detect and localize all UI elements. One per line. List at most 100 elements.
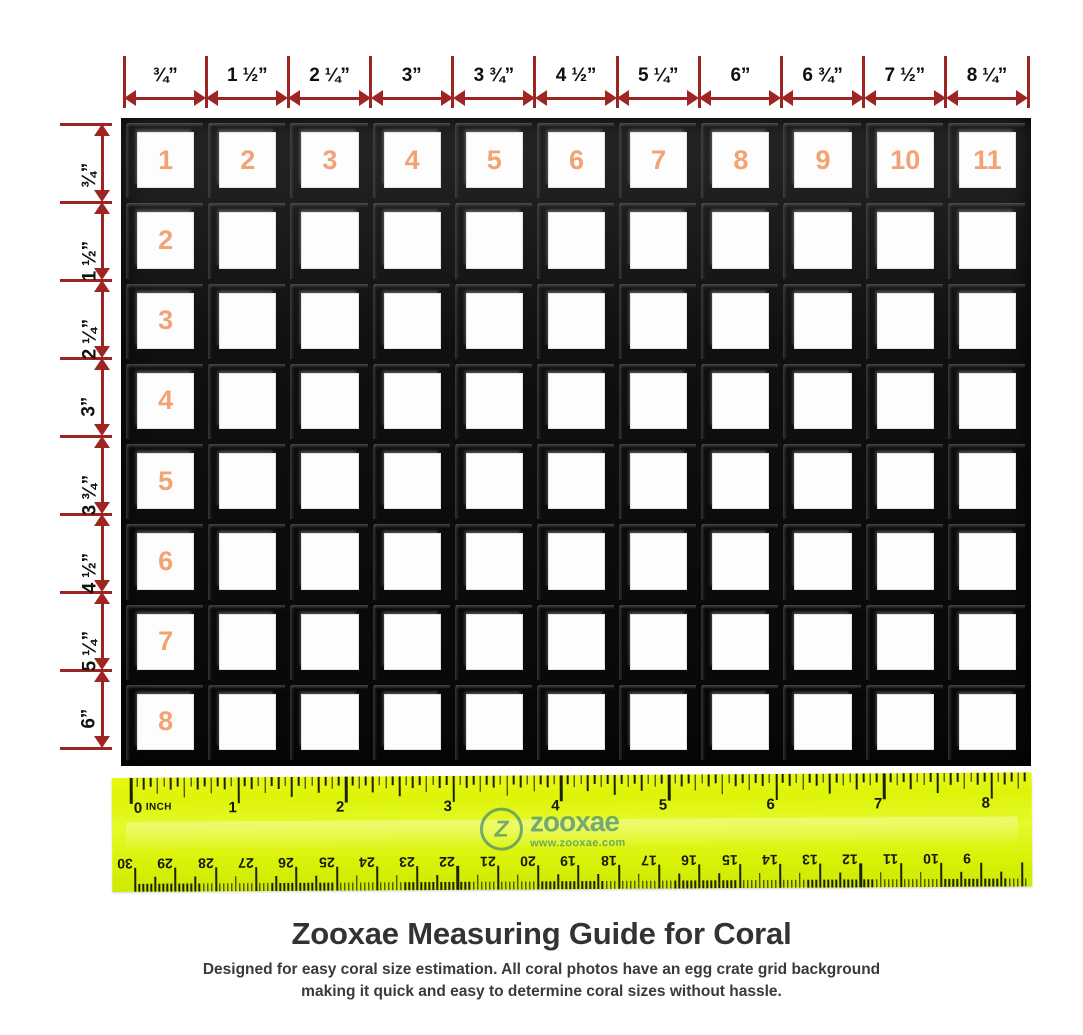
ruler-metric-tick <box>690 880 692 889</box>
ruler-imperial-tick <box>230 777 233 787</box>
measure-bar <box>378 97 445 100</box>
egg-crate-cell-face: 5 <box>137 453 195 510</box>
ruler-imperial-tick <box>761 774 764 787</box>
ruler-metric-tick <box>190 883 193 892</box>
ruler-metric-number: 21 <box>479 853 496 870</box>
ruler-metric-tick <box>577 865 580 890</box>
ruler-imperial-number: 7 <box>873 795 883 813</box>
ruler-imperial-tick <box>943 772 946 782</box>
ruler-imperial-tick <box>270 777 273 787</box>
egg-crate-cell <box>535 282 617 362</box>
top-ruler-label: 2 ¼” <box>309 65 350 86</box>
top-ruler-tick <box>369 56 373 108</box>
egg-crate-cell <box>617 522 699 602</box>
ruler-metric-tick <box>698 864 701 889</box>
ruler-metric-tick <box>182 883 185 892</box>
measure-bar <box>101 522 104 584</box>
ruler-metric-tick <box>835 879 838 888</box>
ruler-metric-tick <box>351 882 354 891</box>
egg-crate-cell-face <box>219 613 277 670</box>
egg-crate-cell <box>617 442 699 522</box>
ruler-metric-tick <box>811 879 813 888</box>
egg-crate-cell <box>864 522 946 602</box>
ruler-imperial-tick <box>627 774 629 787</box>
caption-text: Designed for easy coral size estimation.… <box>0 959 1083 1004</box>
top-ruler-tick <box>286 56 290 108</box>
egg-crate-cell-face <box>383 372 441 429</box>
egg-crate-cell: 5 <box>124 442 206 522</box>
arrow-down-icon <box>94 658 110 670</box>
ruler-metric-tick <box>928 879 930 888</box>
egg-crate-cell-face: 2 <box>219 132 277 189</box>
arrow-down-icon <box>94 346 110 358</box>
top-ruler-tick <box>697 56 701 108</box>
ruler-metric-number: 15 <box>721 852 738 869</box>
ruler-imperial-number: 0 <box>133 799 143 817</box>
egg-crate-cell-face <box>547 613 606 670</box>
egg-crate-cell <box>699 362 781 442</box>
egg-crate-cell-face <box>630 212 688 269</box>
ruler-metric-tick <box>730 880 733 889</box>
ruler-imperial-tick <box>687 774 690 784</box>
egg-crate-cell-face: 3 <box>137 292 195 349</box>
egg-crate-cell-face <box>876 453 934 510</box>
top-ruler-tick <box>615 56 619 108</box>
ruler-imperial-tick <box>486 775 488 785</box>
ruler-metric-tick <box>271 883 273 892</box>
arrow-right-icon <box>358 90 371 106</box>
ruler-imperial-tick <box>519 775 522 788</box>
left-ruler-tick <box>60 746 112 750</box>
egg-crate-cell-face: 10 <box>876 132 934 189</box>
ruler-metric-tick <box>545 881 547 890</box>
ruler-imperial-number: 6 <box>766 795 775 814</box>
grid-index-number: 10 <box>890 144 921 175</box>
ruler-imperial-tick <box>546 775 549 788</box>
egg-crate-cell-face <box>465 453 523 510</box>
egg-crate-cell <box>206 442 288 522</box>
egg-crate-cell <box>946 362 1028 442</box>
ruler-metric-number: 27 <box>238 855 254 872</box>
ruler-imperial-tick <box>358 776 360 789</box>
ruler-imperial-tick <box>331 776 334 789</box>
ruler-imperial-tick <box>223 777 226 790</box>
egg-crate-cell-face <box>958 372 1016 429</box>
ruler-imperial-tick <box>896 773 898 786</box>
ruler-metric-tick <box>617 864 621 889</box>
left-ruler-label: 1 ½” <box>79 241 100 282</box>
ruler-imperial-tick <box>909 773 912 790</box>
ruler-metric-tick <box>642 880 644 889</box>
ruler-imperial-tick <box>640 774 643 791</box>
ruler-imperial-tick <box>452 775 456 802</box>
ruler-metric-number: 13 <box>802 851 818 868</box>
ruler-metric-tick <box>662 880 664 889</box>
egg-crate-cell-face <box>547 693 606 750</box>
measure-bar <box>460 97 527 100</box>
ruler-metric-tick <box>702 880 705 889</box>
ruler-imperial-tick <box>418 776 421 786</box>
ruler-metric-tick <box>964 878 967 887</box>
measure-bar <box>625 97 692 100</box>
ruler-metric-tick <box>787 879 789 888</box>
egg-crate-cell <box>453 442 535 522</box>
ruler-metric-tick <box>694 880 696 889</box>
ruler-metric-tick <box>754 880 757 889</box>
ruler-metric-tick <box>178 883 181 892</box>
egg-crate-cell: 8 <box>124 683 206 763</box>
egg-crate-cell <box>946 522 1028 602</box>
ruler-metric-tick <box>795 879 797 888</box>
ruler-imperial-tick <box>391 776 394 786</box>
egg-crate-cell <box>288 442 370 522</box>
ruler-metric-tick <box>239 883 241 892</box>
ruler-metric-number: 24 <box>358 854 375 871</box>
ruler-metric-tick <box>589 881 592 890</box>
egg-crate-cell <box>206 362 288 442</box>
ruler-metric-tick <box>420 882 422 891</box>
left-ruler-segment: 3” <box>79 358 112 436</box>
ruler-metric-tick <box>722 880 725 889</box>
zooxae-logo-mark: Z <box>479 807 524 851</box>
ruler-metric-tick <box>303 882 306 891</box>
ruler-metric-tick <box>815 879 817 888</box>
ruler-metric-tick <box>460 881 463 890</box>
arrow-down-icon <box>94 502 110 514</box>
left-ruler-label: 6” <box>79 709 100 729</box>
